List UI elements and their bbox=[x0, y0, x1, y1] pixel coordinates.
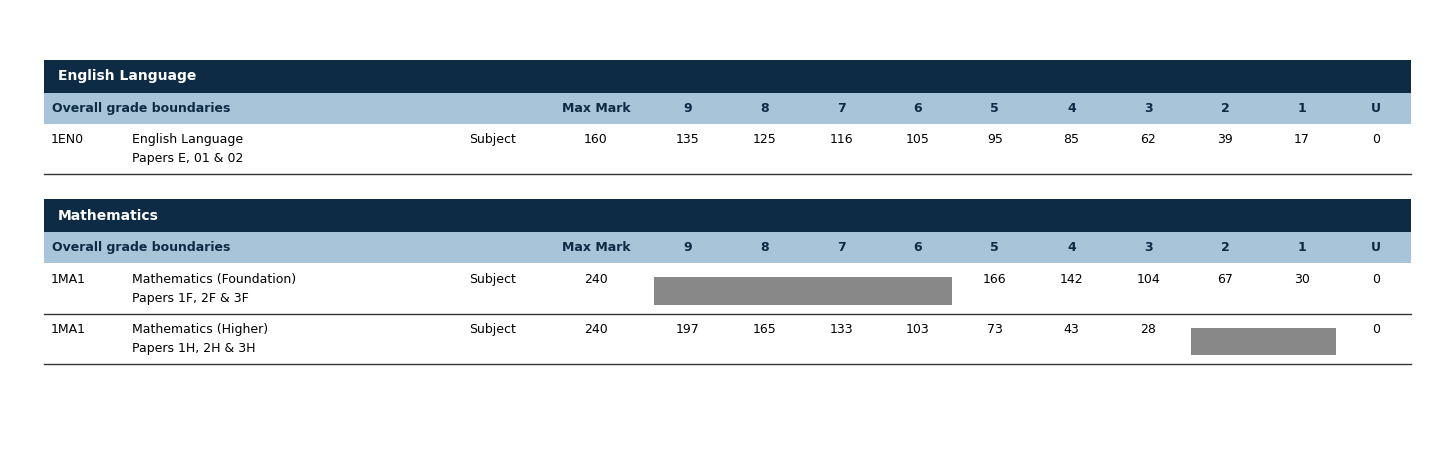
Text: 28: 28 bbox=[1140, 323, 1156, 336]
Text: 0: 0 bbox=[1372, 133, 1379, 146]
Text: 85: 85 bbox=[1064, 133, 1080, 146]
Text: 116: 116 bbox=[829, 133, 852, 146]
Text: Subject: Subject bbox=[469, 323, 515, 336]
Text: 4: 4 bbox=[1067, 102, 1076, 114]
Text: Subject: Subject bbox=[469, 273, 515, 286]
Text: 8: 8 bbox=[759, 102, 768, 114]
Text: Papers 1H, 2H & 3H: Papers 1H, 2H & 3H bbox=[132, 343, 256, 355]
Bar bbox=[44, 93, 1411, 124]
Text: 1EN0: 1EN0 bbox=[51, 133, 84, 146]
Text: 135: 135 bbox=[675, 133, 700, 146]
Text: 6: 6 bbox=[913, 102, 922, 114]
Text: 133: 133 bbox=[829, 323, 852, 336]
Bar bbox=[44, 314, 1411, 364]
Text: English Language: English Language bbox=[132, 133, 242, 146]
Text: Overall grade boundaries: Overall grade boundaries bbox=[52, 241, 231, 254]
Text: 5: 5 bbox=[990, 102, 999, 114]
Text: 2: 2 bbox=[1221, 241, 1230, 254]
Text: U: U bbox=[1371, 102, 1381, 114]
Text: 4: 4 bbox=[1067, 241, 1076, 254]
Text: 240: 240 bbox=[584, 323, 608, 336]
Text: 62: 62 bbox=[1141, 133, 1156, 146]
Bar bbox=[44, 199, 1411, 232]
Bar bbox=[653, 278, 953, 305]
Text: Subject: Subject bbox=[469, 133, 515, 146]
Bar bbox=[44, 232, 1411, 263]
Text: 3: 3 bbox=[1144, 241, 1153, 254]
Text: English Language: English Language bbox=[58, 69, 196, 83]
Text: 1: 1 bbox=[1298, 102, 1307, 114]
Text: Mathematics (Foundation): Mathematics (Foundation) bbox=[132, 273, 296, 286]
Bar bbox=[1191, 328, 1336, 355]
Text: 125: 125 bbox=[752, 133, 777, 146]
Text: Overall grade boundaries: Overall grade boundaries bbox=[52, 102, 231, 114]
Text: 103: 103 bbox=[906, 323, 929, 336]
Text: 165: 165 bbox=[752, 323, 777, 336]
Bar bbox=[44, 263, 1411, 314]
Text: 0: 0 bbox=[1372, 273, 1379, 286]
Text: 30: 30 bbox=[1294, 273, 1310, 286]
Text: 73: 73 bbox=[987, 323, 1003, 336]
Text: 43: 43 bbox=[1064, 323, 1079, 336]
Text: 6: 6 bbox=[913, 241, 922, 254]
Text: Max Mark: Max Mark bbox=[562, 102, 630, 114]
Text: 142: 142 bbox=[1060, 273, 1083, 286]
Text: 5: 5 bbox=[990, 241, 999, 254]
Text: 160: 160 bbox=[584, 133, 608, 146]
Text: 1: 1 bbox=[1298, 241, 1307, 254]
Text: 1MA1: 1MA1 bbox=[51, 323, 86, 336]
Text: 2: 2 bbox=[1221, 102, 1230, 114]
Bar bbox=[44, 60, 1411, 93]
Text: 104: 104 bbox=[1137, 273, 1160, 286]
Text: 7: 7 bbox=[836, 241, 845, 254]
Bar bbox=[44, 124, 1411, 174]
Text: 8: 8 bbox=[759, 241, 768, 254]
Text: 95: 95 bbox=[987, 133, 1003, 146]
Text: 166: 166 bbox=[983, 273, 1006, 286]
Text: 240: 240 bbox=[584, 273, 608, 286]
Text: 105: 105 bbox=[906, 133, 929, 146]
Text: 17: 17 bbox=[1294, 133, 1310, 146]
Text: 0: 0 bbox=[1372, 323, 1379, 336]
Text: 1MA1: 1MA1 bbox=[51, 273, 86, 286]
Text: 9: 9 bbox=[684, 241, 693, 254]
Text: 3: 3 bbox=[1144, 102, 1153, 114]
Text: 39: 39 bbox=[1217, 133, 1233, 146]
Text: 67: 67 bbox=[1217, 273, 1233, 286]
Text: U: U bbox=[1371, 241, 1381, 254]
Text: Max Mark: Max Mark bbox=[562, 241, 630, 254]
Text: 9: 9 bbox=[684, 102, 693, 114]
Text: 7: 7 bbox=[836, 102, 845, 114]
Text: Mathematics: Mathematics bbox=[58, 209, 158, 223]
Text: Papers 1F, 2F & 3F: Papers 1F, 2F & 3F bbox=[132, 292, 248, 305]
Text: 197: 197 bbox=[675, 323, 700, 336]
Text: Papers E, 01 & 02: Papers E, 01 & 02 bbox=[132, 153, 244, 165]
Text: Mathematics (Higher): Mathematics (Higher) bbox=[132, 323, 269, 336]
